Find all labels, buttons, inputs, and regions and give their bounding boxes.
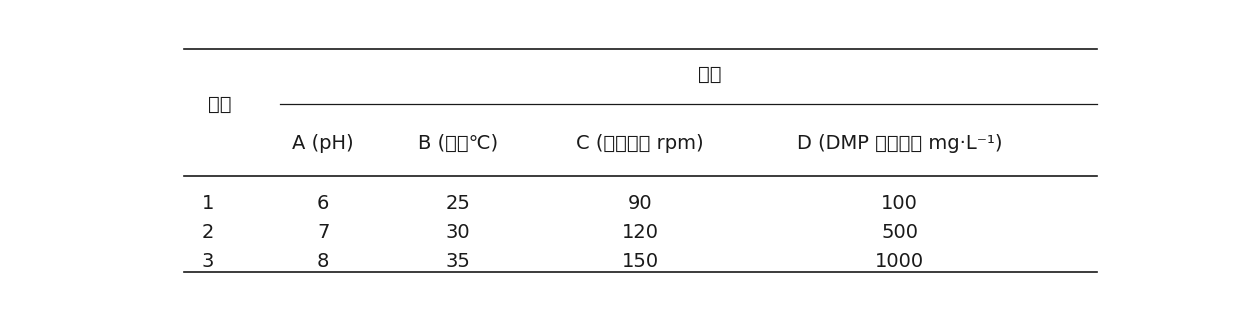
Text: 120: 120 bbox=[621, 223, 658, 242]
Text: B (温度℃): B (温度℃) bbox=[418, 134, 497, 153]
Text: 30: 30 bbox=[445, 223, 470, 242]
Text: 1000: 1000 bbox=[875, 252, 924, 271]
Text: 150: 150 bbox=[621, 252, 658, 271]
Text: 2: 2 bbox=[202, 223, 215, 242]
Text: 7: 7 bbox=[317, 223, 330, 242]
Text: C (摇床转速 rpm): C (摇床转速 rpm) bbox=[577, 134, 704, 153]
Text: 8: 8 bbox=[317, 252, 330, 271]
Text: 25: 25 bbox=[445, 194, 470, 213]
Text: 500: 500 bbox=[882, 223, 919, 242]
Text: 100: 100 bbox=[882, 194, 918, 213]
Text: 3: 3 bbox=[202, 252, 215, 271]
Text: 因素: 因素 bbox=[698, 65, 722, 84]
Text: 6: 6 bbox=[317, 194, 330, 213]
Text: D (DMP 初始浓度 mg·L⁻¹): D (DMP 初始浓度 mg·L⁻¹) bbox=[797, 134, 1002, 153]
Text: A (pH): A (pH) bbox=[293, 134, 353, 153]
Text: 90: 90 bbox=[627, 194, 652, 213]
Text: 1: 1 bbox=[202, 194, 215, 213]
Text: 水平: 水平 bbox=[208, 95, 232, 114]
Text: 35: 35 bbox=[445, 252, 470, 271]
